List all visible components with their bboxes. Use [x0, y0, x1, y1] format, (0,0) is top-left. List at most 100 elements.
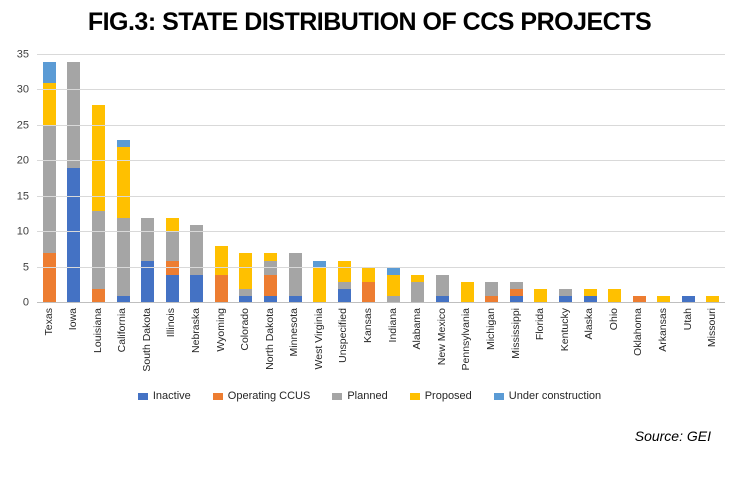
bar-new-mexico — [430, 55, 455, 303]
bar-stack-west-virginia — [313, 55, 327, 303]
bar-missouri — [701, 55, 726, 303]
bar-alaska — [578, 55, 603, 303]
bar-segment-inactive-mississippi — [509, 295, 523, 303]
bar-segment-proposed-alabama — [411, 274, 425, 282]
bar-segment-proposed-texas — [42, 83, 56, 126]
legend-item-operating-ccus: Operating CCUS — [212, 391, 310, 402]
x-label-west-virginia: West Virginia — [312, 308, 325, 370]
legend-swatch-operating-ccus — [212, 393, 223, 400]
x-label-louisiana: Louisiana — [91, 308, 104, 353]
x-label-wyoming: Wyoming — [214, 308, 227, 352]
x-label-cell-alabama: Alabama — [406, 308, 431, 390]
y-tick-label-35: 35 — [16, 48, 29, 61]
bar-stack-utah — [681, 55, 695, 303]
x-label-arkansas: Arkansas — [656, 308, 669, 352]
x-label-nebraska: Nebraska — [189, 308, 202, 353]
plot-area — [37, 54, 726, 303]
x-label-mississippi: Mississippi — [509, 308, 522, 359]
bar-stack-colorado — [239, 55, 253, 303]
bar-segment-planned-louisiana — [91, 210, 105, 289]
bar-segment-inactive-north-dakota — [263, 295, 277, 303]
bar-segment-planned-new-mexico — [436, 274, 450, 296]
bar-segment-inactive-iowa — [67, 168, 81, 303]
x-label-cell-indiana: Indiana — [381, 308, 406, 390]
bar-segment-planned-texas — [42, 125, 56, 254]
bar-segment-proposed-california — [116, 147, 130, 218]
x-label-cell-colorado: Colorado — [234, 308, 259, 390]
gridline-20 — [37, 160, 725, 162]
bar-michigan — [479, 55, 504, 303]
bar-segment-planned-alabama — [411, 281, 425, 303]
bar-segment-proposed-alaska — [583, 288, 597, 296]
gridline-5 — [37, 266, 725, 268]
bar-stack-arkansas — [657, 55, 671, 303]
bar-segment-inactive-unspecified — [337, 288, 351, 303]
x-label-cell-north-dakota: North Dakota — [258, 308, 283, 390]
bar-segment-planned-michigan — [485, 281, 499, 296]
bar-nebraska — [184, 55, 209, 303]
legend-label-planned: Planned — [347, 390, 388, 402]
bar-stack-minnesota — [288, 55, 302, 303]
legend-swatch-planned — [332, 393, 343, 400]
bar-segment-proposed-indiana — [386, 274, 400, 296]
gridline-30 — [37, 89, 725, 91]
x-label-cell-kansas: Kansas — [357, 308, 382, 390]
x-label-pennsylvania: Pennsylvania — [460, 308, 473, 371]
bar-segment-operating-ccus-kansas — [362, 281, 376, 303]
gridline-15 — [37, 195, 725, 197]
bar-segment-under-construction-west-virginia — [313, 260, 327, 268]
x-label-iowa: Iowa — [67, 308, 80, 331]
bar-segment-inactive-south-dakota — [141, 260, 155, 303]
x-label-cell-louisiana: Louisiana — [86, 308, 111, 390]
bar-segment-operating-ccus-wyoming — [214, 274, 228, 303]
bar-stack-north-dakota — [263, 55, 277, 303]
bar-indiana — [381, 55, 406, 303]
bar-segment-planned-california — [116, 217, 130, 296]
x-label-cell-florida: Florida — [529, 308, 554, 390]
bar-kansas — [357, 55, 382, 303]
bar-segment-proposed-north-dakota — [263, 253, 277, 261]
legend-item-under-construction: Under construction — [493, 391, 601, 402]
bar-segment-proposed-wyoming — [214, 246, 228, 275]
bar-segment-under-construction-indiana — [386, 267, 400, 275]
bar-segment-planned-south-dakota — [141, 218, 155, 261]
x-label-utah: Utah — [681, 308, 694, 331]
bar-arkansas — [651, 55, 676, 303]
bar-stack-iowa — [67, 55, 81, 303]
bar-stack-indiana — [386, 55, 400, 303]
bar-segment-operating-ccus-north-dakota — [263, 274, 277, 296]
bar-stack-wyoming — [214, 55, 228, 303]
gridline-25 — [37, 124, 725, 126]
x-label-cell-alaska: Alaska — [578, 308, 603, 390]
x-label-cell-arkansas: Arkansas — [651, 308, 676, 390]
bar-segment-operating-ccus-michigan — [485, 295, 499, 303]
x-label-cell-texas: Texas — [37, 308, 62, 390]
bar-segment-inactive-illinois — [165, 274, 179, 303]
bar-segment-proposed-west-virginia — [313, 267, 327, 303]
x-label-cell-new-mexico: New Mexico — [430, 308, 455, 390]
bar-segment-operating-ccus-mississippi — [509, 288, 523, 296]
bar-stack-south-dakota — [141, 55, 155, 303]
bar-segment-proposed-florida — [534, 288, 548, 303]
bar-colorado — [234, 55, 259, 303]
bar-stack-mississippi — [509, 55, 523, 303]
x-label-cell-illinois: Illinois — [160, 308, 185, 390]
bar-stack-new-mexico — [436, 55, 450, 303]
x-label-california: California — [116, 308, 129, 353]
bar-mississippi — [504, 55, 529, 303]
x-label-florida: Florida — [534, 308, 547, 341]
y-axis: 0 5 10 15 20 25 30 35 — [6, 49, 32, 308]
x-label-alabama: Alabama — [411, 308, 424, 350]
x-label-oklahoma: Oklahoma — [632, 308, 645, 356]
legend-swatch-under-construction — [493, 393, 504, 400]
bar-segment-inactive-new-mexico — [436, 295, 450, 303]
bar-segment-proposed-illinois — [165, 218, 179, 233]
legend-item-planned: Planned — [332, 390, 388, 402]
x-label-cell-iowa: Iowa — [62, 308, 87, 390]
y-tick-label-0: 0 — [22, 296, 29, 309]
bar-segment-inactive-kentucky — [558, 295, 572, 303]
x-label-cell-michigan: Michigan — [479, 308, 504, 390]
x-axis-labels: Texas Iowa Louisiana California South Dakota… — [37, 308, 725, 390]
legend-swatch-proposed — [409, 393, 420, 400]
x-label-alaska: Alaska — [583, 308, 596, 340]
